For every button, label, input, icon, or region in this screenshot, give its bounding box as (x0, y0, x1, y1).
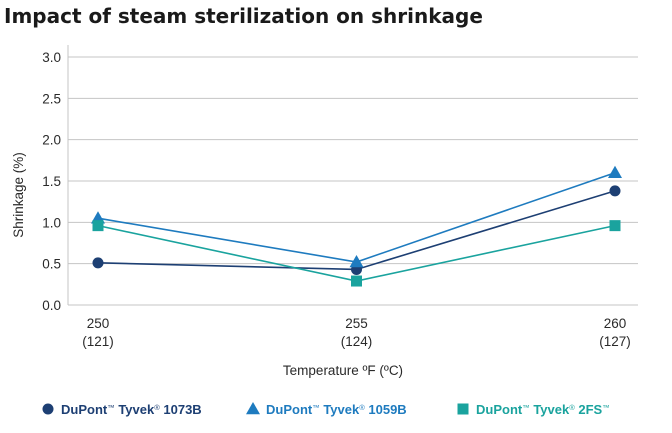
y-tick-label: 0.5 (42, 257, 61, 272)
series-line (97, 171, 616, 263)
x-axis-label: Temperature ºF (ºC) (283, 363, 403, 378)
gridlines (67, 45, 638, 306)
legend-item: DuPont™ Tyvek® 2FS™ (457, 402, 610, 417)
square-legend-icon (457, 403, 469, 415)
y-tick-label: 2.0 (42, 133, 61, 148)
chart-title: Impact of steam sterilization on shrinka… (4, 4, 483, 28)
circle-data-point (609, 185, 621, 197)
y-axis-label: Shrinkage (%) (11, 152, 26, 238)
square-data-point (351, 275, 362, 287)
square-data-point (609, 220, 621, 232)
legend: DuPont™ Tyvek® 1073B DuPont™ Tyvek® 1059B… (42, 402, 610, 417)
y-tick-label: 3.0 (42, 50, 61, 65)
legend-label: DuPont™ Tyvek® 1059B (266, 402, 407, 417)
x-tick-label: 250 (87, 316, 110, 331)
triangle-legend-icon (246, 402, 260, 415)
x-tick-label: 260 (604, 316, 627, 331)
triangle-data-point (349, 255, 364, 268)
y-tick-label: 1.0 (42, 215, 61, 230)
circle-legend-icon (42, 403, 54, 415)
legend-item: DuPont™ Tyvek® 1059B (246, 402, 407, 417)
data-series (91, 165, 622, 287)
legend-label: DuPont™ Tyvek® 1073B (61, 402, 202, 417)
y-tick-label: 1.5 (42, 174, 61, 189)
y-tick-label: 0.0 (42, 298, 61, 313)
legend-item: DuPont™ Tyvek® 1073B (42, 402, 202, 417)
x-tick-sublabel: (124) (341, 334, 373, 349)
circle-data-point (92, 257, 104, 269)
triangle-data-point (608, 165, 622, 178)
x-axis-ticks: 250 (121) 255 (124) 260 (127) (82, 316, 631, 349)
y-axis-ticks: 0.0 0.5 1.0 1.5 2.0 2.5 3.0 (42, 50, 61, 313)
x-tick-sublabel: (121) (82, 334, 114, 349)
x-tick-label: 255 (345, 316, 368, 331)
series-3 (92, 220, 621, 287)
y-tick-label: 2.5 (42, 91, 61, 106)
legend-label: DuPont™ Tyvek® 2FS™ (476, 402, 610, 417)
x-tick-sublabel: (127) (599, 334, 631, 349)
square-data-point (92, 220, 104, 232)
